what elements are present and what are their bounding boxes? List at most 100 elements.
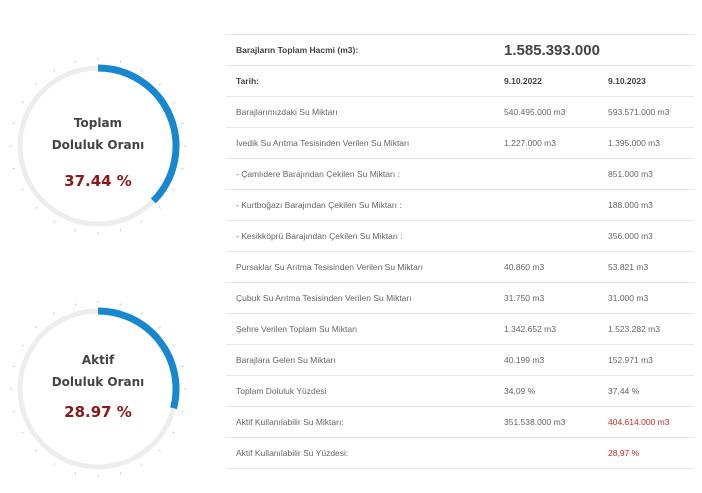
gauge-tick — [35, 83, 38, 86]
row-label: Aktif Kullanılabilir Su Yüzdesi: — [226, 437, 494, 469]
dam-statistics-table: Barajların Toplam Hacmi (m3): 1.585.393.… — [226, 34, 694, 469]
gauge-tick — [140, 220, 143, 223]
row-label: Barajlarımızdaki Su Miktarı — [226, 96, 494, 128]
value-2023: 1.395.000 m3 — [598, 127, 694, 159]
value-2022: 31.750 m3 — [494, 282, 598, 314]
gauge-label: Aktif Doluluk Oranı — [8, 349, 188, 393]
gauge-tick — [180, 122, 184, 125]
value-2023: 356.000 m3 — [598, 220, 694, 252]
value-2022: 1.227.000 m3 — [494, 127, 598, 159]
value-2023: 1.523.282 m3 — [598, 313, 694, 345]
value-2022: 540.495.000 m3 — [494, 96, 598, 128]
gauge-tick — [119, 228, 122, 232]
table-row: İvedik Su Arıtma Tesisinden Verilen Su M… — [226, 127, 694, 159]
total-volume-label: Barajların Toplam Hacmi (m3): — [226, 34, 494, 66]
row-label: Toplam Doluluk Yüzdesi — [226, 375, 494, 407]
gauge-tick — [158, 449, 161, 452]
table-row: Barajlarımızdaki Su Miktarı 540.495.000 m… — [226, 96, 694, 128]
gauge-tick — [74, 228, 77, 232]
row-label: Çubuk Su Arıtma Tesisinden Verilen Su Mi… — [226, 282, 494, 314]
gauge-tick — [119, 303, 122, 307]
gauge-tick — [180, 410, 184, 413]
value-2023: 404.614.000 m3 — [598, 406, 694, 438]
date-header-2022: 9.10.2022 — [494, 65, 598, 97]
value-2023: 152.971 m3 — [598, 344, 694, 376]
gauge-tick — [12, 365, 16, 368]
gauge-tick — [74, 471, 77, 475]
gauge-tick — [53, 220, 56, 223]
value-2023: 188.000 m3 — [598, 189, 694, 221]
value-2022: 351.538.000 m3 — [494, 406, 598, 438]
table-row: Pursaklar Su Arıtma Tesisinden Verilen S… — [226, 251, 694, 283]
row-label: Şehre Verilen Toplam Su Miktarı — [226, 313, 494, 345]
date-header-2023: 9.10.2023 — [598, 65, 694, 97]
row-label: - Çamlıdere Barajından Çekilen Su Miktar… — [226, 158, 494, 190]
gauge-tick — [12, 122, 16, 125]
gauge-tick — [21, 101, 24, 104]
gauge-progress-arc — [97, 64, 180, 204]
gauge-label-line2: Doluluk Oranı — [51, 138, 145, 152]
value-2023: 28,97 % — [598, 437, 694, 469]
active-fill-gauge: Aktif Doluluk Oranı 28.97 % — [8, 299, 188, 479]
gauge-tick — [172, 101, 175, 104]
gauge-tick — [35, 326, 38, 329]
gauge-tick — [140, 69, 143, 72]
table-row: Çubuk Su Arıtma Tesisinden Verilen Su Mi… — [226, 282, 694, 314]
value-2022: 1.342.652 m3 — [494, 313, 598, 345]
gauge-tick — [180, 167, 184, 170]
gauge-label-line1: Aktif — [81, 353, 115, 367]
value-2023: 31.000 m3 — [598, 282, 694, 314]
gauge-label-line2: Doluluk Oranı — [51, 375, 145, 389]
gauge-tick — [12, 410, 16, 413]
total-volume-value: 1.585.393.000 — [494, 34, 694, 66]
row-label: - Kurtboğazı Barajından Çekilen Su Mikta… — [226, 189, 494, 221]
gauge-tick — [172, 344, 175, 347]
gauge-tick — [119, 471, 122, 475]
gauge-tick — [140, 312, 143, 315]
value-2022 — [494, 158, 598, 190]
row-label: - Kesikköprü Barajından Çekilen Su Mikta… — [226, 220, 494, 252]
row-label: Aktif Kullanılabilir Su Miktarı: — [226, 406, 494, 438]
table-row: Aktif Kullanılabilir Su Yüzdesi: 28,97 % — [226, 437, 694, 469]
table-row: - Çamlıdere Barajından Çekilen Su Miktar… — [226, 158, 694, 190]
date-header-label: Tarih: — [226, 65, 494, 97]
gauge-label-line1: Toplam — [73, 116, 123, 130]
gauge-tick — [21, 188, 24, 191]
value-2022 — [494, 189, 598, 221]
value-2023: 851.000 m3 — [598, 158, 694, 190]
table-row: Aktif Kullanılabilir Su Miktarı: 351.538.… — [226, 406, 694, 438]
table-row: Toplam Doluluk Yüzdesi 34,09 % 37,44 % — [226, 375, 694, 407]
table-row: - Kurtboğazı Barajından Çekilen Su Mikta… — [226, 189, 694, 221]
gauge-tick — [21, 431, 24, 434]
gauge-tick — [158, 206, 161, 209]
row-label: Barajlara Gelen Su Miktarı — [226, 344, 494, 376]
date-header-row: Tarih: 9.10.2022 9.10.2023 — [226, 65, 694, 97]
value-2023: 593.571.000 m3 — [598, 96, 694, 128]
gauge-tick — [180, 365, 184, 368]
value-2023: 53.821 m3 — [598, 251, 694, 283]
gauge-tick — [21, 344, 24, 347]
gauge-value: 37.44 % — [64, 172, 132, 190]
table-row: Şehre Verilen Toplam Su Miktarı 1.342.652… — [226, 313, 694, 345]
value-2022: 34,09 % — [494, 375, 598, 407]
gauge-tick — [119, 60, 122, 64]
value-2023: 37,44 % — [598, 375, 694, 407]
gauge-tick — [74, 303, 77, 307]
gauge-tick — [53, 312, 56, 315]
total-fill-gauge: Toplam Doluluk Oranı 37.44 % — [8, 56, 188, 236]
gauge-tick — [53, 463, 56, 466]
total-gauge-ring — [9, 57, 187, 235]
gauge-tick — [172, 431, 175, 434]
gauge-progress-arc — [97, 307, 180, 410]
gauge-label: Toplam Doluluk Oranı — [8, 112, 188, 156]
gauge-tick — [158, 326, 161, 329]
gauge-value: 28.97 % — [64, 403, 132, 421]
value-2022: 40.199 m3 — [494, 344, 598, 376]
gauge-tick — [140, 463, 143, 466]
table-row: - Kesikköprü Barajından Çekilen Su Mikta… — [226, 220, 694, 252]
gauge-tick — [53, 69, 56, 72]
value-2022: 40.860 m3 — [494, 251, 598, 283]
gauge-ticks — [9, 57, 187, 235]
gauge-tick — [12, 167, 16, 170]
total-volume-row: Barajların Toplam Hacmi (m3): 1.585.393.… — [226, 34, 694, 66]
